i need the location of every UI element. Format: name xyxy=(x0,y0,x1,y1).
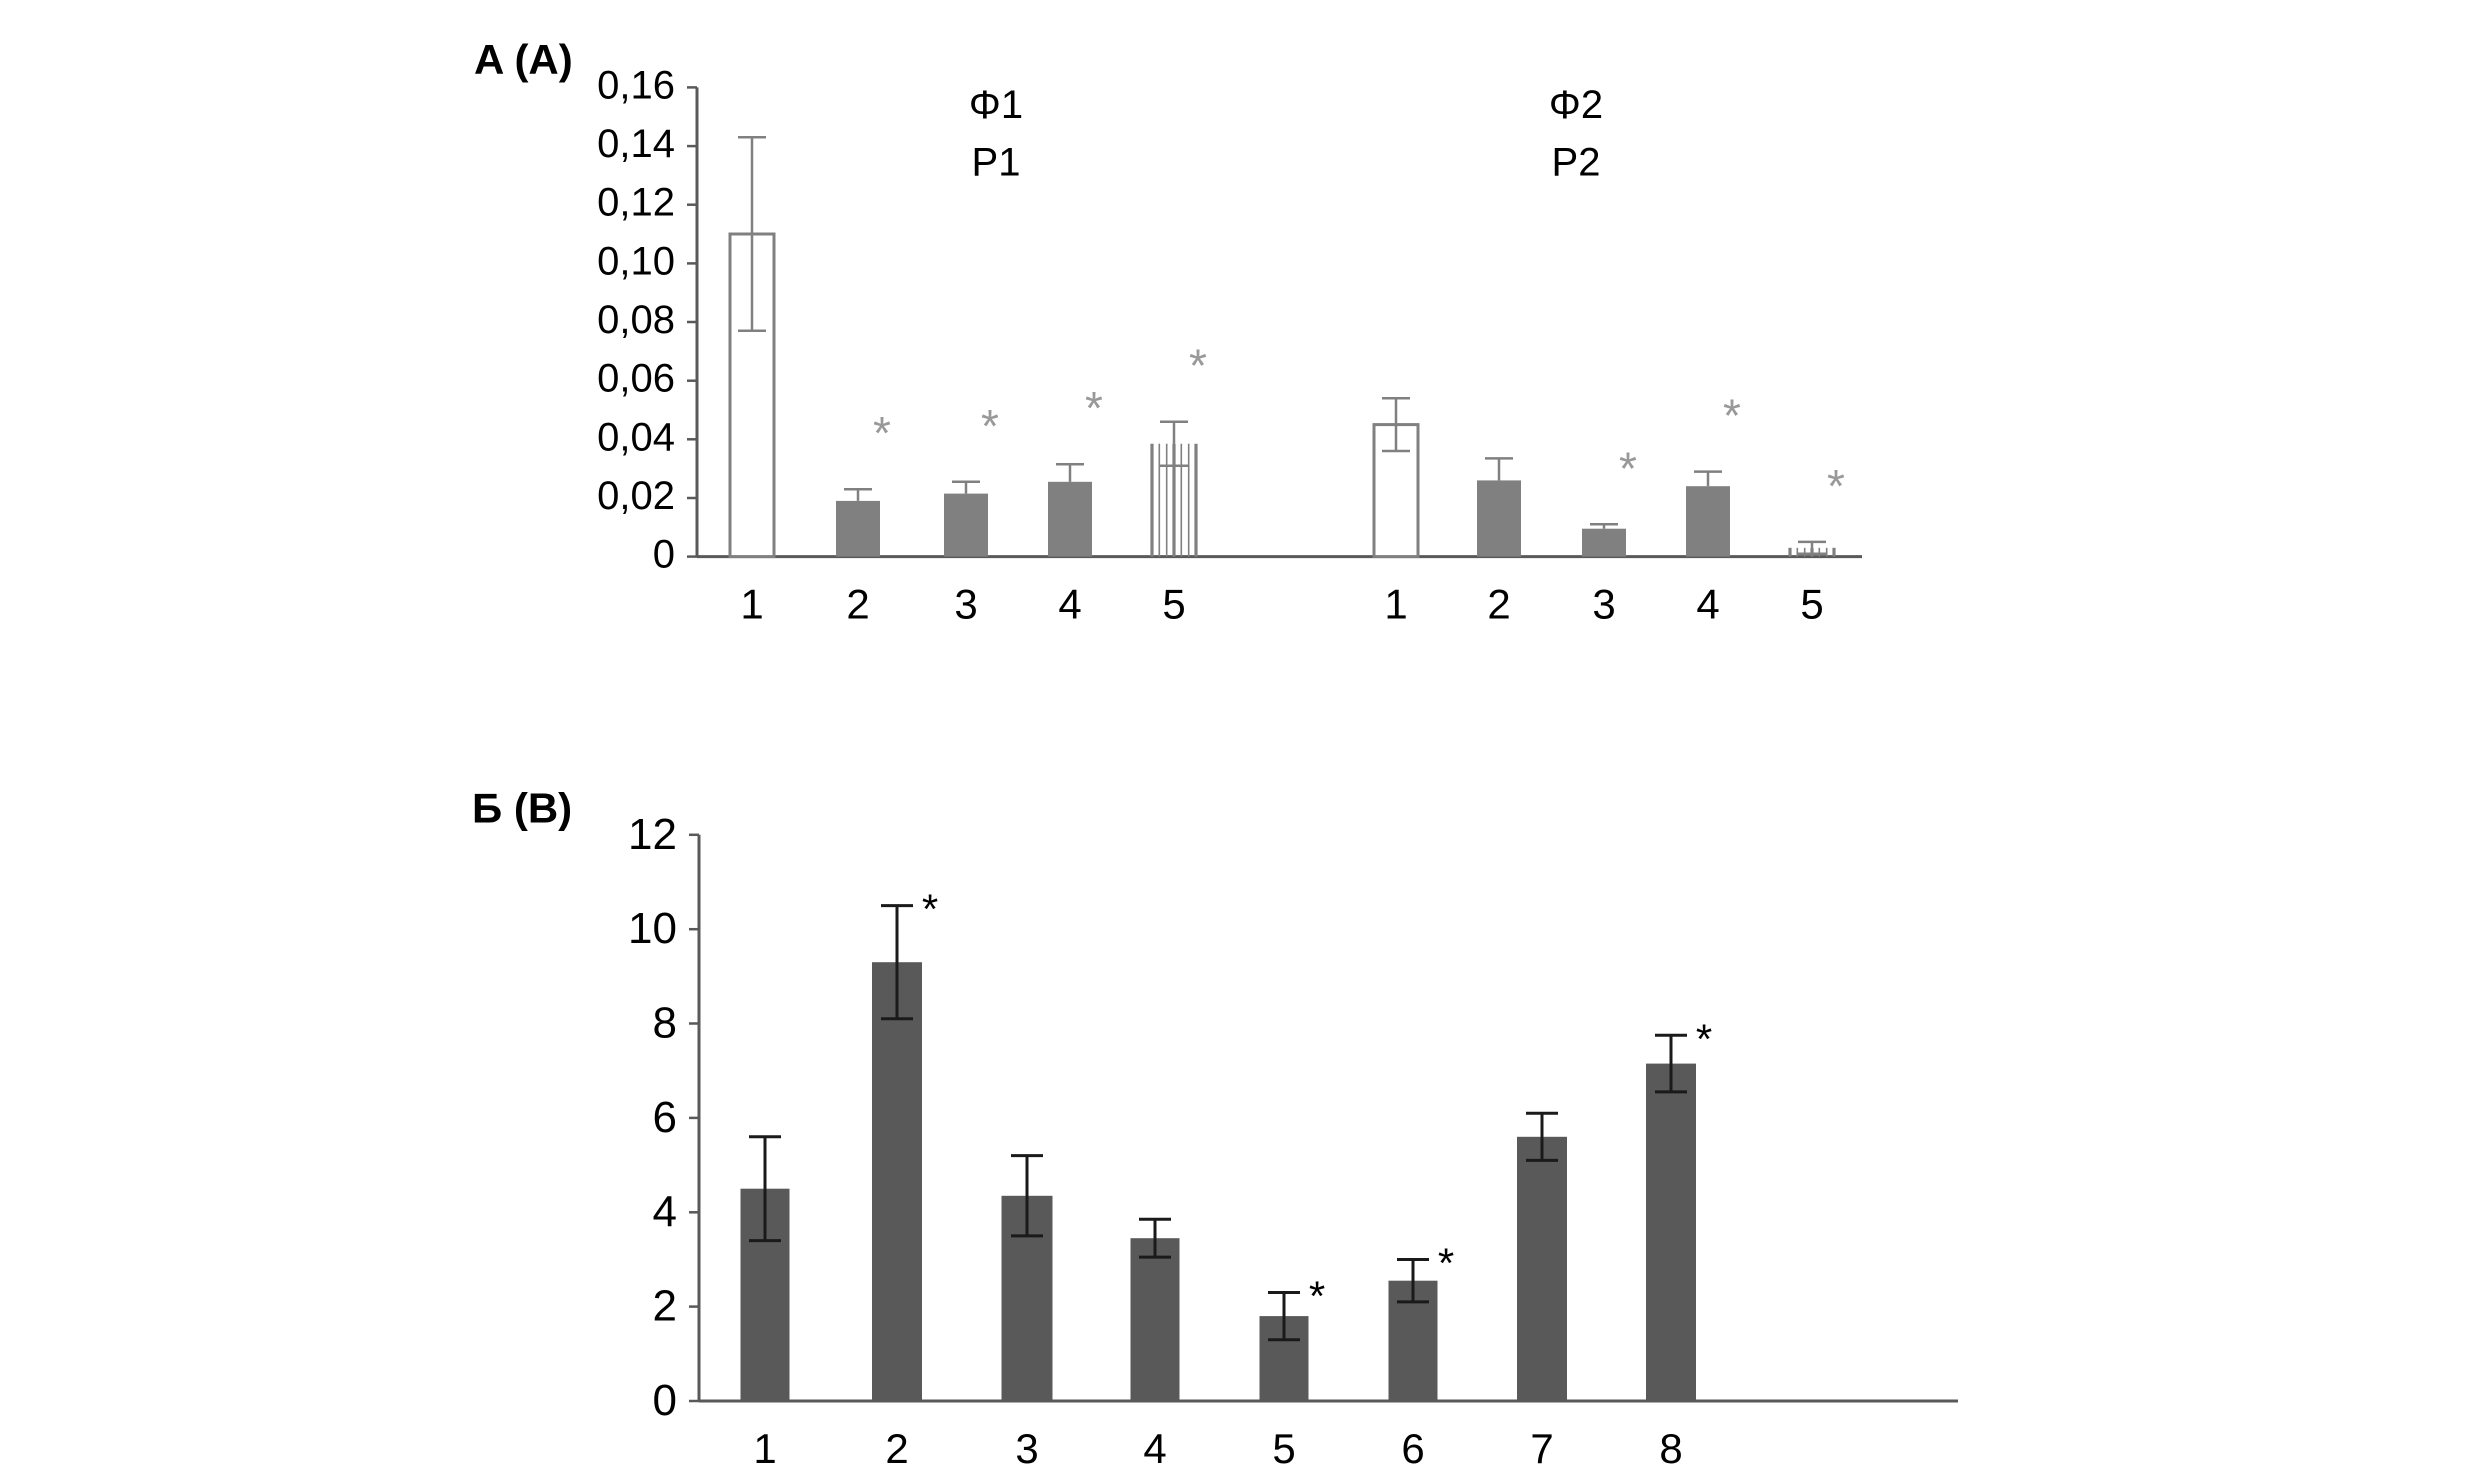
svg-text:0,02: 0,02 xyxy=(597,474,675,518)
svg-text:5: 5 xyxy=(1272,1425,1295,1467)
svg-text:8: 8 xyxy=(1659,1425,1682,1467)
svg-text:3: 3 xyxy=(1592,581,1615,628)
svg-text:0,16: 0,16 xyxy=(597,63,675,107)
svg-text:*: * xyxy=(1438,1240,1454,1287)
svg-text:*: * xyxy=(1827,460,1845,512)
svg-text:5: 5 xyxy=(1800,581,1823,628)
svg-text:2: 2 xyxy=(846,581,869,628)
svg-text:0,04: 0,04 xyxy=(597,415,675,459)
svg-text:0,14: 0,14 xyxy=(597,122,675,166)
svg-text:*: * xyxy=(922,886,938,933)
svg-text:0,08: 0,08 xyxy=(597,298,675,342)
svg-text:Φ1: Φ1 xyxy=(969,83,1023,127)
svg-text:1: 1 xyxy=(1384,581,1407,628)
svg-text:*: * xyxy=(1696,1015,1712,1062)
svg-text:*: * xyxy=(1085,382,1103,434)
svg-text:Φ2: Φ2 xyxy=(1549,83,1603,127)
svg-text:0: 0 xyxy=(653,1376,677,1425)
svg-text:*: * xyxy=(1619,442,1637,494)
svg-text:7: 7 xyxy=(1530,1425,1553,1467)
svg-text:Б (В): Б (В) xyxy=(472,785,572,832)
svg-text:A (A): A (A) xyxy=(474,36,573,83)
svg-text:4: 4 xyxy=(653,1187,677,1236)
svg-text:2: 2 xyxy=(653,1282,677,1331)
svg-text:5: 5 xyxy=(1162,581,1185,628)
svg-text:12: 12 xyxy=(628,810,677,859)
svg-text:*: * xyxy=(1189,340,1207,392)
svg-text:P1: P1 xyxy=(972,140,1021,184)
svg-text:4: 4 xyxy=(1143,1425,1166,1467)
svg-text:3: 3 xyxy=(1015,1425,1038,1467)
svg-text:*: * xyxy=(873,407,891,459)
svg-text:1: 1 xyxy=(753,1425,776,1467)
svg-text:2: 2 xyxy=(885,1425,908,1467)
svg-text:10: 10 xyxy=(628,904,677,953)
svg-text:*: * xyxy=(1309,1273,1325,1320)
svg-text:3: 3 xyxy=(954,581,977,628)
svg-text:*: * xyxy=(981,400,999,452)
svg-text:1: 1 xyxy=(740,581,763,628)
svg-text:8: 8 xyxy=(653,999,677,1048)
svg-text:0,06: 0,06 xyxy=(597,357,675,401)
svg-text:P2: P2 xyxy=(1552,140,1601,184)
svg-text:6: 6 xyxy=(653,1093,677,1142)
svg-text:0,12: 0,12 xyxy=(597,181,675,225)
svg-text:0,10: 0,10 xyxy=(597,239,675,283)
svg-text:2: 2 xyxy=(1487,581,1510,628)
svg-text:6: 6 xyxy=(1401,1425,1424,1467)
svg-text:4: 4 xyxy=(1696,581,1719,628)
svg-text:0: 0 xyxy=(653,533,675,577)
svg-text:4: 4 xyxy=(1058,581,1081,628)
svg-text:*: * xyxy=(1723,390,1741,442)
